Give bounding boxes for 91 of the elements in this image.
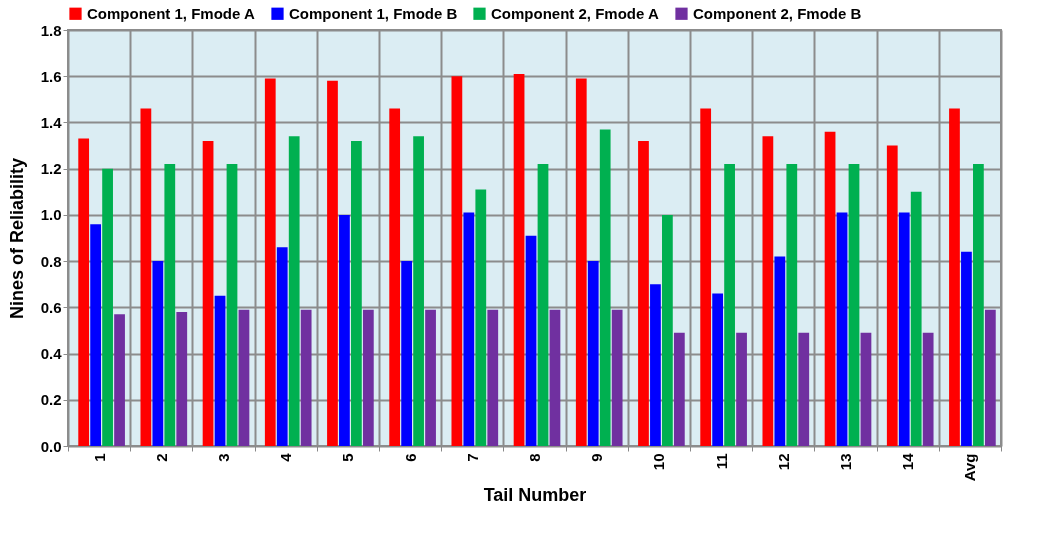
x-tick-label: Avg (961, 453, 979, 482)
x-tick-label: 13 (837, 453, 854, 471)
bar (276, 247, 288, 446)
bar (264, 78, 276, 446)
bar (78, 138, 90, 446)
bar (910, 191, 922, 446)
y-tick-label: 0.6 (40, 298, 62, 316)
bar (102, 168, 113, 446)
bar (389, 108, 401, 446)
bar (736, 332, 747, 446)
bar (973, 164, 984, 446)
bar (712, 293, 724, 446)
bar (164, 164, 176, 446)
bar (762, 136, 774, 446)
bar (886, 145, 898, 446)
bar (673, 332, 685, 446)
bar (214, 295, 226, 446)
bar (662, 214, 673, 446)
bar (351, 140, 362, 446)
x-tick-label: 4 (277, 452, 295, 462)
bar (786, 164, 798, 446)
bar (949, 108, 960, 446)
y-tick-label: 1.8 (40, 21, 62, 39)
x-tick-label: 3 (215, 453, 232, 462)
bar (425, 309, 436, 446)
bar (513, 73, 525, 446)
bar (898, 212, 910, 446)
x-tick-label: 1 (90, 453, 108, 462)
y-tick-label: 0.0 (40, 437, 62, 455)
y-tick-label: 0.8 (40, 252, 62, 270)
bar (774, 256, 786, 446)
legend-label: Component 1, Fmode B (289, 4, 458, 22)
bar (848, 164, 860, 446)
bar (401, 261, 413, 446)
bar (226, 164, 238, 446)
legend-label: Component 2, Fmode B (693, 4, 862, 22)
legend-label: Component 2, Fmode A (491, 4, 659, 22)
bar (525, 235, 537, 446)
bar (288, 136, 300, 446)
bar (798, 332, 810, 446)
x-tick-label: 12 (774, 453, 792, 471)
bar (114, 314, 125, 446)
bar (537, 164, 549, 446)
bar (300, 309, 312, 446)
bar (824, 131, 836, 446)
bar (238, 309, 250, 446)
bar (475, 189, 487, 446)
bar (700, 108, 712, 446)
y-axis-title: Nines of Reliability (6, 157, 27, 320)
bar (836, 212, 848, 446)
bar (599, 129, 611, 446)
y-tick-label: 1.4 (40, 113, 63, 131)
bar (587, 261, 599, 446)
bar (860, 332, 872, 446)
bar (638, 140, 649, 446)
bar (650, 284, 661, 446)
bar (327, 80, 338, 446)
x-tick-label: 6 (401, 453, 419, 462)
legend-label: Component 1, Fmode A (87, 4, 255, 22)
y-tick-label: 0.4 (40, 345, 63, 363)
bar (611, 309, 623, 446)
bar (339, 214, 350, 446)
bar (575, 78, 587, 446)
bar (90, 224, 102, 446)
y-tick-label: 0.2 (40, 391, 62, 409)
bar (140, 108, 152, 446)
x-tick-label: 5 (339, 453, 357, 462)
y-tick-label: 1.0 (40, 206, 62, 224)
bar (202, 140, 214, 446)
bar (487, 309, 499, 446)
x-tick-label: 11 (712, 453, 730, 470)
bar (961, 251, 972, 446)
x-tick-label: 8 (526, 453, 543, 462)
bar (413, 136, 424, 446)
x-tick-label: 9 (588, 453, 606, 462)
x-tick-label: 14 (899, 452, 917, 471)
y-tick-label: 1.6 (40, 67, 62, 85)
x-tick-label: 2 (152, 453, 170, 462)
bar (549, 309, 561, 446)
bar (724, 164, 735, 446)
x-tick-label: 10 (650, 453, 668, 471)
bar (362, 309, 374, 446)
bar (984, 309, 996, 446)
bar (922, 332, 934, 446)
bar (451, 76, 463, 446)
bar (176, 311, 188, 446)
bar (152, 261, 164, 446)
x-axis-title: Tail Number (483, 485, 587, 506)
bar (463, 212, 475, 446)
y-tick-label: 1.2 (40, 160, 62, 178)
x-tick-label: 7 (463, 453, 481, 462)
